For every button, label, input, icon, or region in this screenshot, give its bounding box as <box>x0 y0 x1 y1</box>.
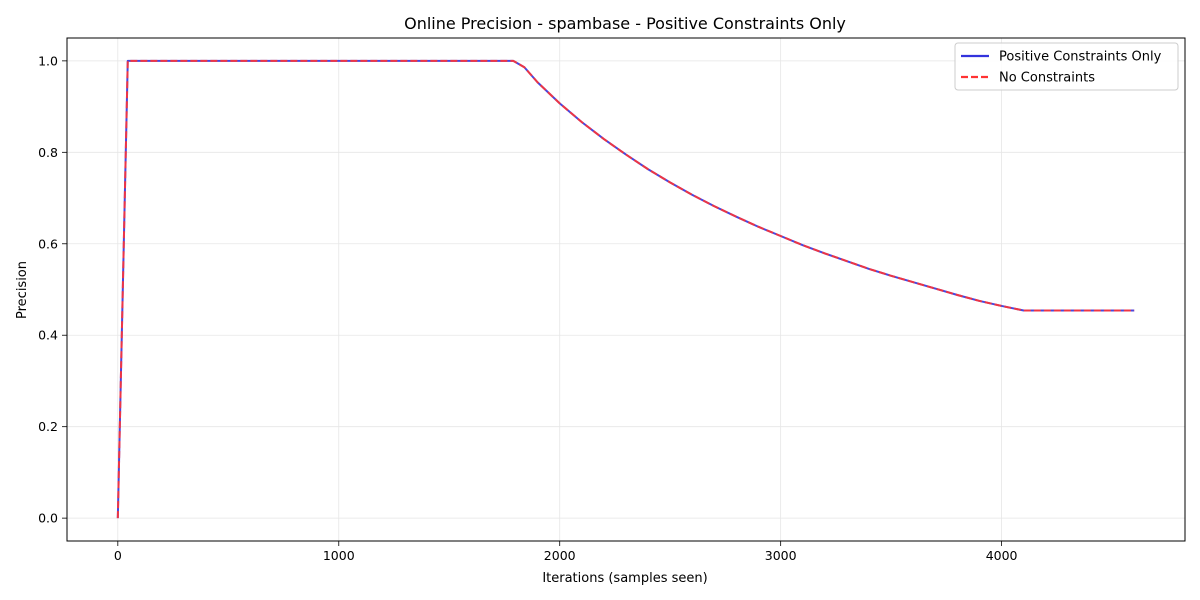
series-line-2 <box>116 59 1135 519</box>
legend-label-1: Positive Constraints Only <box>999 50 1162 65</box>
x-tick-label: 4000 <box>986 548 1018 563</box>
series-line-1 <box>116 59 1135 519</box>
y-tick-label: 0.4 <box>38 328 58 343</box>
axis-ticks: 0 1000 2000 3000 4000 0.0 0.2 0.4 0.6 0.8 1.0 <box>38 53 1017 563</box>
x-tick-label: 3000 <box>765 548 797 563</box>
y-tick-label: 1.0 <box>38 53 58 68</box>
chart-title: Online Precision - spambase - Positive C… <box>404 14 846 33</box>
legend-label-2: No Constraints <box>999 71 1095 86</box>
x-tick-label: 0 <box>114 548 122 563</box>
x-tick-label: 2000 <box>544 548 576 563</box>
legend-box <box>954 42 1179 91</box>
plot-frame <box>66 37 1186 542</box>
legend: Positive Constraints Only No Constraints <box>954 42 1179 91</box>
y-tick-label: 0.6 <box>38 236 58 251</box>
x-tick-label: 1000 <box>323 548 355 563</box>
y-tick-label: 0.2 <box>38 419 58 434</box>
y-tick-label: 0.0 <box>38 511 58 526</box>
grid <box>67 38 1185 541</box>
series-lines <box>116 59 1135 519</box>
y-axis-label: Precision <box>15 261 30 319</box>
x-axis-label: Iterations (samples seen) <box>542 571 707 586</box>
y-tick-label: 0.8 <box>38 145 58 160</box>
